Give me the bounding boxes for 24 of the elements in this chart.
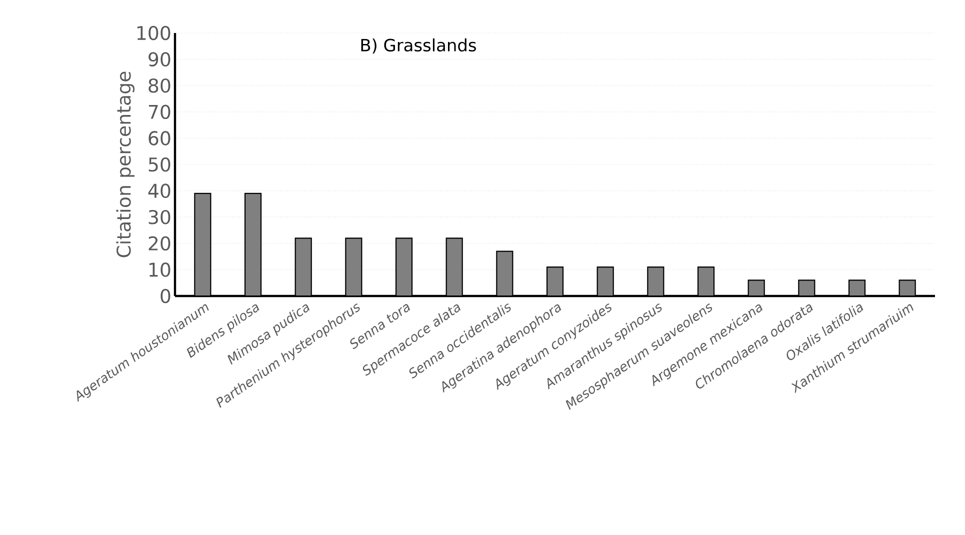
y-tick-label: 60 — [148, 131, 170, 146]
bar — [345, 238, 362, 296]
y-tick-label: 70 — [148, 104, 170, 120]
y-tick-label: 80 — [148, 78, 170, 93]
y-tick-label: 10 — [149, 262, 170, 277]
bar — [294, 238, 312, 296]
y-axis-title: Citation percentage — [116, 72, 135, 258]
chart-title: B) Grasslands — [361, 38, 476, 54]
bar — [546, 266, 564, 296]
y-tick-label: 0 — [160, 288, 170, 304]
y-tick-label: 90 — [148, 52, 170, 66]
bar — [395, 238, 413, 296]
y-tick-label: 30 — [148, 210, 170, 224]
bar — [697, 266, 715, 296]
y-tick-label: 20 — [148, 236, 170, 251]
bar — [244, 192, 262, 296]
bar — [194, 192, 212, 296]
bar — [647, 266, 664, 296]
bar — [496, 250, 514, 296]
y-tick-label: 100 — [137, 26, 170, 40]
y-tick-label: 40 — [148, 184, 170, 198]
bar — [446, 238, 463, 296]
bar — [596, 266, 614, 296]
y-tick-label: 50 — [148, 157, 170, 172]
